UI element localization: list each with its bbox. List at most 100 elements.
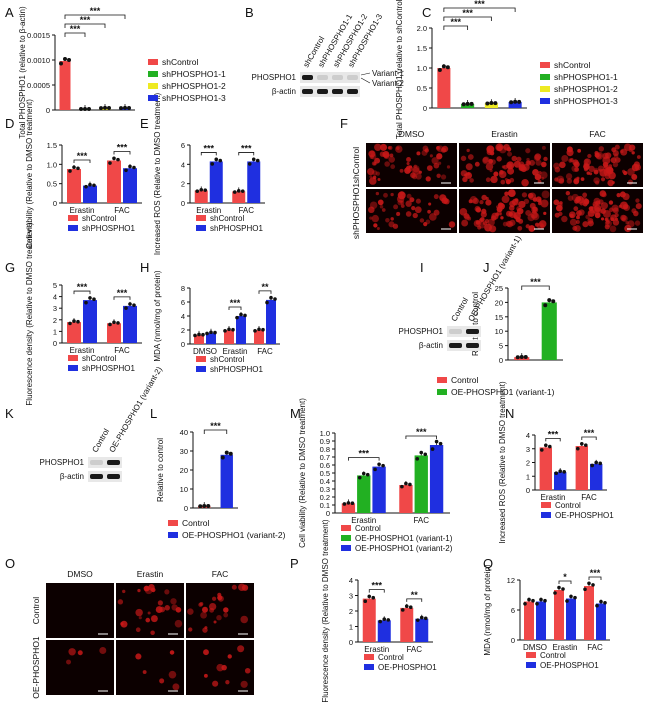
data-point xyxy=(112,156,116,161)
data-point xyxy=(598,461,602,466)
panel-letter: H xyxy=(140,260,149,275)
micrograph-tile xyxy=(116,583,184,638)
cell xyxy=(482,157,489,163)
legend-swatch xyxy=(148,95,158,101)
cell xyxy=(406,193,412,199)
data-point xyxy=(108,322,112,327)
data-point xyxy=(373,467,377,472)
cell xyxy=(504,191,509,196)
blot-band xyxy=(90,474,103,479)
y-tick-label: 4 xyxy=(349,576,353,585)
x-tick-label: Erastin xyxy=(364,645,389,654)
cell xyxy=(433,194,439,200)
cell xyxy=(409,197,415,203)
significance-bracket xyxy=(228,306,242,310)
cell xyxy=(203,673,208,678)
western-blot-B: shControlshPHOSPHO1-1shPHOSPHO1-2shPHOSP… xyxy=(252,12,404,97)
cell xyxy=(216,614,222,621)
data-point xyxy=(209,330,213,335)
data-point xyxy=(213,330,217,335)
chart-panel-M: 00.10.20.30.40.50.60.70.80.91.0 Cell viab… xyxy=(298,398,453,553)
data-point xyxy=(214,157,219,162)
data-point xyxy=(206,504,211,509)
data-point xyxy=(76,166,80,171)
data-point xyxy=(99,106,103,111)
data-point xyxy=(565,599,569,603)
cell xyxy=(406,161,410,166)
cell xyxy=(609,225,617,233)
y-tick-label: 0 xyxy=(511,636,515,645)
bar xyxy=(123,305,137,343)
cell xyxy=(604,224,610,230)
cell xyxy=(435,145,441,151)
cell xyxy=(514,198,519,202)
blot-row-label: PHOSPHO1 xyxy=(399,327,444,336)
cell xyxy=(157,600,163,606)
cell xyxy=(426,165,433,171)
cell xyxy=(203,649,209,656)
legend-entry: shPHOSPHO1 xyxy=(82,224,135,233)
y-tick-label: 10 xyxy=(180,485,188,494)
y-tick-label: 4 xyxy=(526,431,530,440)
cell xyxy=(584,158,589,164)
significance-label: *** xyxy=(77,151,88,161)
cell xyxy=(384,161,390,167)
y-axis-label: Fluorescence density (Relative to DMSO t… xyxy=(25,222,34,406)
chart-panel-P: 0 1 2 3 4 Fluorescence density (Relative to D… xyxy=(321,519,437,703)
blot-variant-label: Variant-1 xyxy=(372,69,404,78)
significance-label: *** xyxy=(371,581,382,591)
cell xyxy=(582,192,588,198)
data-point xyxy=(400,608,405,612)
bar xyxy=(372,466,386,513)
legend-entry: Control xyxy=(182,518,210,528)
data-point xyxy=(128,302,132,306)
y-axis-label: MDA (nmol/mg of protein) xyxy=(483,564,492,655)
cell xyxy=(388,221,395,228)
legend-swatch xyxy=(364,664,374,670)
cell xyxy=(405,200,412,207)
cell xyxy=(405,211,412,217)
significance-bracket xyxy=(405,435,437,439)
cell xyxy=(525,224,530,229)
micrograph-O: DMSO Erastin FAC Control OE-PHOSPHO1 xyxy=(31,569,254,699)
significance-bracket xyxy=(521,285,550,290)
cell xyxy=(540,171,548,179)
bar xyxy=(123,168,137,203)
data-point xyxy=(569,594,573,599)
cell xyxy=(117,599,124,605)
cell xyxy=(534,222,540,227)
cell xyxy=(511,155,518,162)
bar xyxy=(247,161,261,203)
data-point xyxy=(84,184,88,189)
cell xyxy=(503,164,508,170)
cell xyxy=(150,615,158,623)
significance-bracket xyxy=(73,159,91,163)
data-point xyxy=(116,157,120,162)
panel-letter: J xyxy=(483,260,490,275)
legend-swatch xyxy=(341,535,351,541)
cell xyxy=(422,145,429,152)
data-point xyxy=(87,106,91,111)
panel-letter: G xyxy=(5,260,15,275)
significance-label: *** xyxy=(70,24,81,34)
data-point xyxy=(363,599,368,604)
cell xyxy=(383,152,390,160)
y-tick-label: 5 xyxy=(499,342,503,351)
bar xyxy=(362,598,376,642)
x-tick-label: Erastin xyxy=(351,516,376,525)
cell xyxy=(610,157,617,164)
cell xyxy=(516,207,524,215)
bar xyxy=(566,598,576,640)
cell xyxy=(368,206,375,214)
bar xyxy=(377,620,391,642)
data-point xyxy=(430,447,435,451)
cell xyxy=(575,220,580,224)
panel-letter: N xyxy=(505,406,514,421)
data-point xyxy=(523,355,528,360)
significance-label: *** xyxy=(450,17,461,27)
cell xyxy=(399,168,404,173)
data-point xyxy=(594,460,598,465)
data-point xyxy=(79,107,83,112)
cell xyxy=(541,190,550,199)
